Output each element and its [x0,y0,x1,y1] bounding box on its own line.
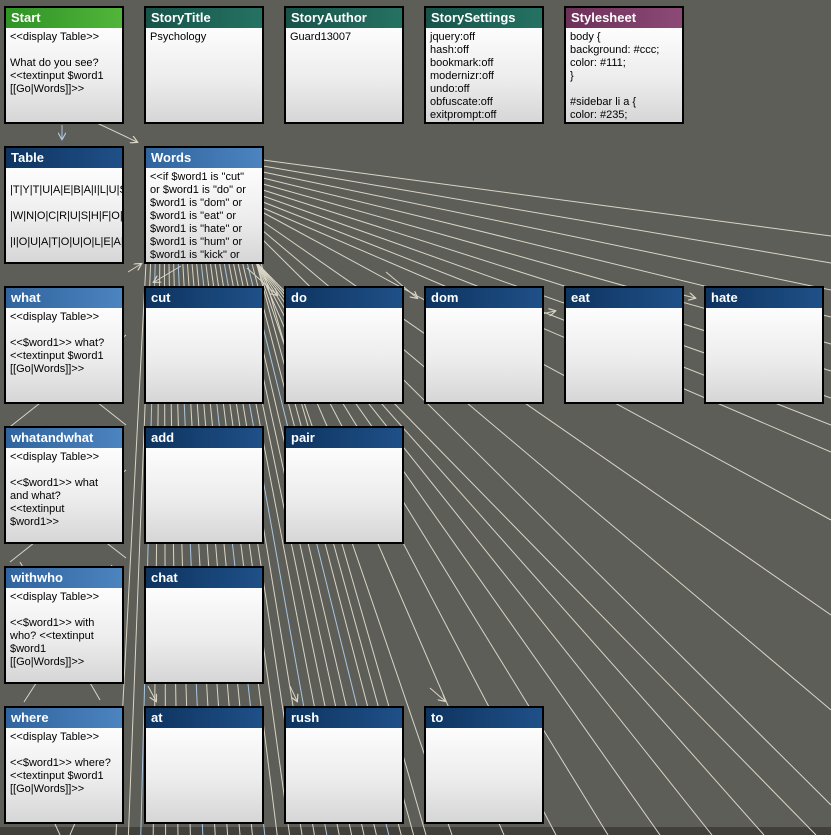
passage-body: <<if $word1 is "cut" or $word1 is "do" o… [146,168,262,262]
passage-do[interactable]: do [284,286,404,404]
passage-table[interactable]: Table |T|Y|T|U|A|E|B|A|I|L|U|S|T| |W|N|O… [4,146,124,264]
passage-storysettings[interactable]: StorySettings jquery:off hash:off bookmar… [424,6,544,124]
passage-storytitle[interactable]: StoryTitle Psychology [144,6,264,124]
passage-body: <<display Table>> <<$word1>> what and wh… [6,448,122,542]
passage-title: to [426,708,542,728]
passage-at[interactable]: at [144,706,264,824]
link-arrow [96,122,137,142]
passage-body: body { background: #ccc; color: #111; } … [566,28,682,122]
passage-body: <<display Table>> <<$word1>> where? <<te… [6,728,122,822]
passage-title: StoryAuthor [286,8,402,28]
passage-body: Psychology [146,28,262,122]
passage-body [566,308,682,402]
passage-title: withwho [6,568,122,588]
passage-storyauthor[interactable]: StoryAuthor Guard13007 [284,6,404,124]
passage-whatandwhat[interactable]: whatandwhat <<display Table>> <<$word1>> … [4,426,124,544]
passage-what[interactable]: what <<display Table>> <<$word1>> what? <… [4,286,124,404]
passage-title: Stylesheet [566,8,682,28]
passage-pair[interactable]: pair [284,426,404,544]
passage-body [146,588,262,682]
passage-body [146,308,262,402]
passage-body: <<display Table>> <<$word1>> with who? <… [6,588,122,682]
passage-body [426,308,542,402]
passage-body: jquery:off hash:off bookmark:off moderni… [426,28,542,122]
link-line [261,211,831,521]
passage-title: add [146,428,262,448]
passage-title: cut [146,288,262,308]
passage-title: whatandwhat [6,428,122,448]
passage-words[interactable]: Words <<if $word1 is "cut" or $word1 is "… [144,146,264,264]
passage-dom[interactable]: dom [424,286,544,404]
passage-body [286,448,402,542]
passage-title: where [6,708,122,728]
window-bottom-edge [0,827,831,835]
passage-title: what [6,288,122,308]
passage-rush[interactable]: rush [284,706,404,824]
passage-title: pair [286,428,402,448]
passage-title: at [146,708,262,728]
passage-body: <<display Table>> What do you see? <<tex… [6,28,122,122]
passage-stylesheet[interactable]: Stylesheet body { background: #ccc; color… [564,6,684,124]
passage-title: StoryTitle [146,8,262,28]
passage-body: |T|Y|T|U|A|E|B|A|I|L|U|S|T| |W|N|O|C|R|U… [6,168,122,262]
passage-title: hate [706,288,822,308]
passage-chat[interactable]: chat [144,566,264,684]
passage-start[interactable]: Start <<display Table>> What do you see? … [4,6,124,124]
link-line [262,207,831,453]
passage-title: dom [426,288,542,308]
link-line [262,159,831,237]
passage-body [706,308,822,402]
link-line [262,171,831,291]
passage-title: do [286,288,402,308]
passage-title: Table [6,148,122,168]
passage-title: rush [286,708,402,728]
passage-title: chat [146,568,262,588]
passage-title: eat [566,288,682,308]
passage-eat[interactable]: eat [564,286,684,404]
link-arrow [429,687,445,701]
passage-add[interactable]: add [144,426,264,544]
passage-title: Words [146,148,262,168]
link-arrow [147,685,156,701]
link-arrow [289,685,297,701]
link-arrow [127,264,141,273]
passage-body [426,728,542,822]
passage-body [146,728,262,822]
passage-body [286,728,402,822]
passage-hate[interactable]: hate [704,286,824,404]
link-arrow [154,265,182,282]
passage-cut[interactable]: cut [144,286,264,404]
passage-withwho[interactable]: withwho <<display Table>> <<$word1>> with… [4,566,124,684]
passage-body: Guard13007 [286,28,402,122]
passage-title: StorySettings [426,8,542,28]
link-line [262,165,831,264]
passage-where[interactable]: where <<display Table>> <<$word1>> where?… [4,706,124,824]
link-arrow [385,271,417,298]
passage-body [286,308,402,402]
passage-body: <<display Table>> <<$word1>> what? <<tex… [6,308,122,402]
passage-title: Start [6,8,122,28]
passage-body [146,448,262,542]
passage-to[interactable]: to [424,706,544,824]
link-arrow [246,267,277,295]
